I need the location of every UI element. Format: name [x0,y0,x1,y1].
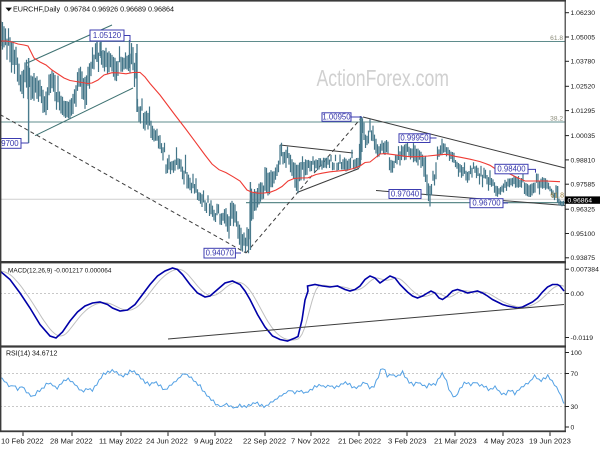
svg-text:-0.0119: -0.0119 [571,335,594,342]
svg-text:0.95100: 0.95100 [571,231,596,238]
svg-text:28 Mar 2022: 28 Mar 2022 [50,437,93,446]
svg-text:0.93875: 0.93875 [571,255,596,262]
svg-text:ActionForex.com: ActionForex.com [317,65,450,91]
svg-text:1.06230: 1.06230 [571,10,596,17]
svg-text:0: 0 [571,424,575,431]
svg-text:0.00: 0.00 [571,291,584,298]
svg-text:0.96325: 0.96325 [571,207,596,214]
svg-text:1.02520: 1.02520 [571,84,596,91]
svg-text:MACD(12,26,9) -0.001217 0.0000: MACD(12,26,9) -0.001217 0.000064 [8,268,112,275]
svg-text:7 Nov 2022: 7 Nov 2022 [291,437,330,446]
svg-text:RSI(14) 34.6712: RSI(14) 34.6712 [6,351,57,358]
svg-text:61.8: 61.8 [550,193,564,200]
svg-text:38.2: 38.2 [550,116,563,123]
svg-text:19 Jun 2023: 19 Jun 2023 [529,437,571,446]
svg-text:1.05120: 1.05120 [93,31,122,40]
svg-text:61.8: 61.8 [550,35,563,42]
svg-text:0.98400: 0.98400 [497,165,526,174]
svg-text:22 Sep 2022: 22 Sep 2022 [243,437,286,446]
svg-text:3 Feb 2023: 3 Feb 2023 [388,437,426,446]
svg-text:11 May 2022: 11 May 2022 [99,437,142,446]
svg-text:0.007384: 0.007384 [571,267,600,274]
svg-text:1.00035: 1.00035 [571,133,596,140]
svg-text:0.99950: 0.99950 [400,134,429,143]
svg-text:21 Dec 2022: 21 Dec 2022 [338,437,381,446]
svg-text:0.94070: 0.94070 [206,249,235,258]
svg-text:1.03780: 1.03780 [571,59,596,66]
svg-text:0.97585: 0.97585 [571,182,596,189]
svg-text:0.98810: 0.98810 [571,157,596,164]
svg-text:0.96864: 0.96864 [568,197,593,204]
svg-text:EURCHF,Daily 0.96784 0.96926: EURCHF,Daily 0.96784 0.96926 0.96689 0.9… [13,4,174,13]
svg-text:0.99700: 0.99700 [0,139,19,148]
svg-text:1.01295: 1.01295 [571,108,596,115]
svg-text:0.96700: 0.96700 [472,199,501,208]
svg-text:1.00950: 1.00950 [322,113,351,122]
svg-text:9 Aug 2022: 9 Aug 2022 [194,437,232,446]
svg-text:10 Feb 2022: 10 Feb 2022 [1,437,44,446]
svg-text:1.05005: 1.05005 [571,34,596,41]
svg-text:21 Mar 2023: 21 Mar 2023 [434,437,477,446]
svg-text:100: 100 [571,350,583,357]
svg-text:30: 30 [571,404,579,411]
svg-text:4 May 2023: 4 May 2023 [484,437,524,446]
svg-text:0.97040: 0.97040 [391,189,420,198]
svg-text:24 Jun 2022: 24 Jun 2022 [146,437,188,446]
svg-text:70: 70 [571,371,579,378]
